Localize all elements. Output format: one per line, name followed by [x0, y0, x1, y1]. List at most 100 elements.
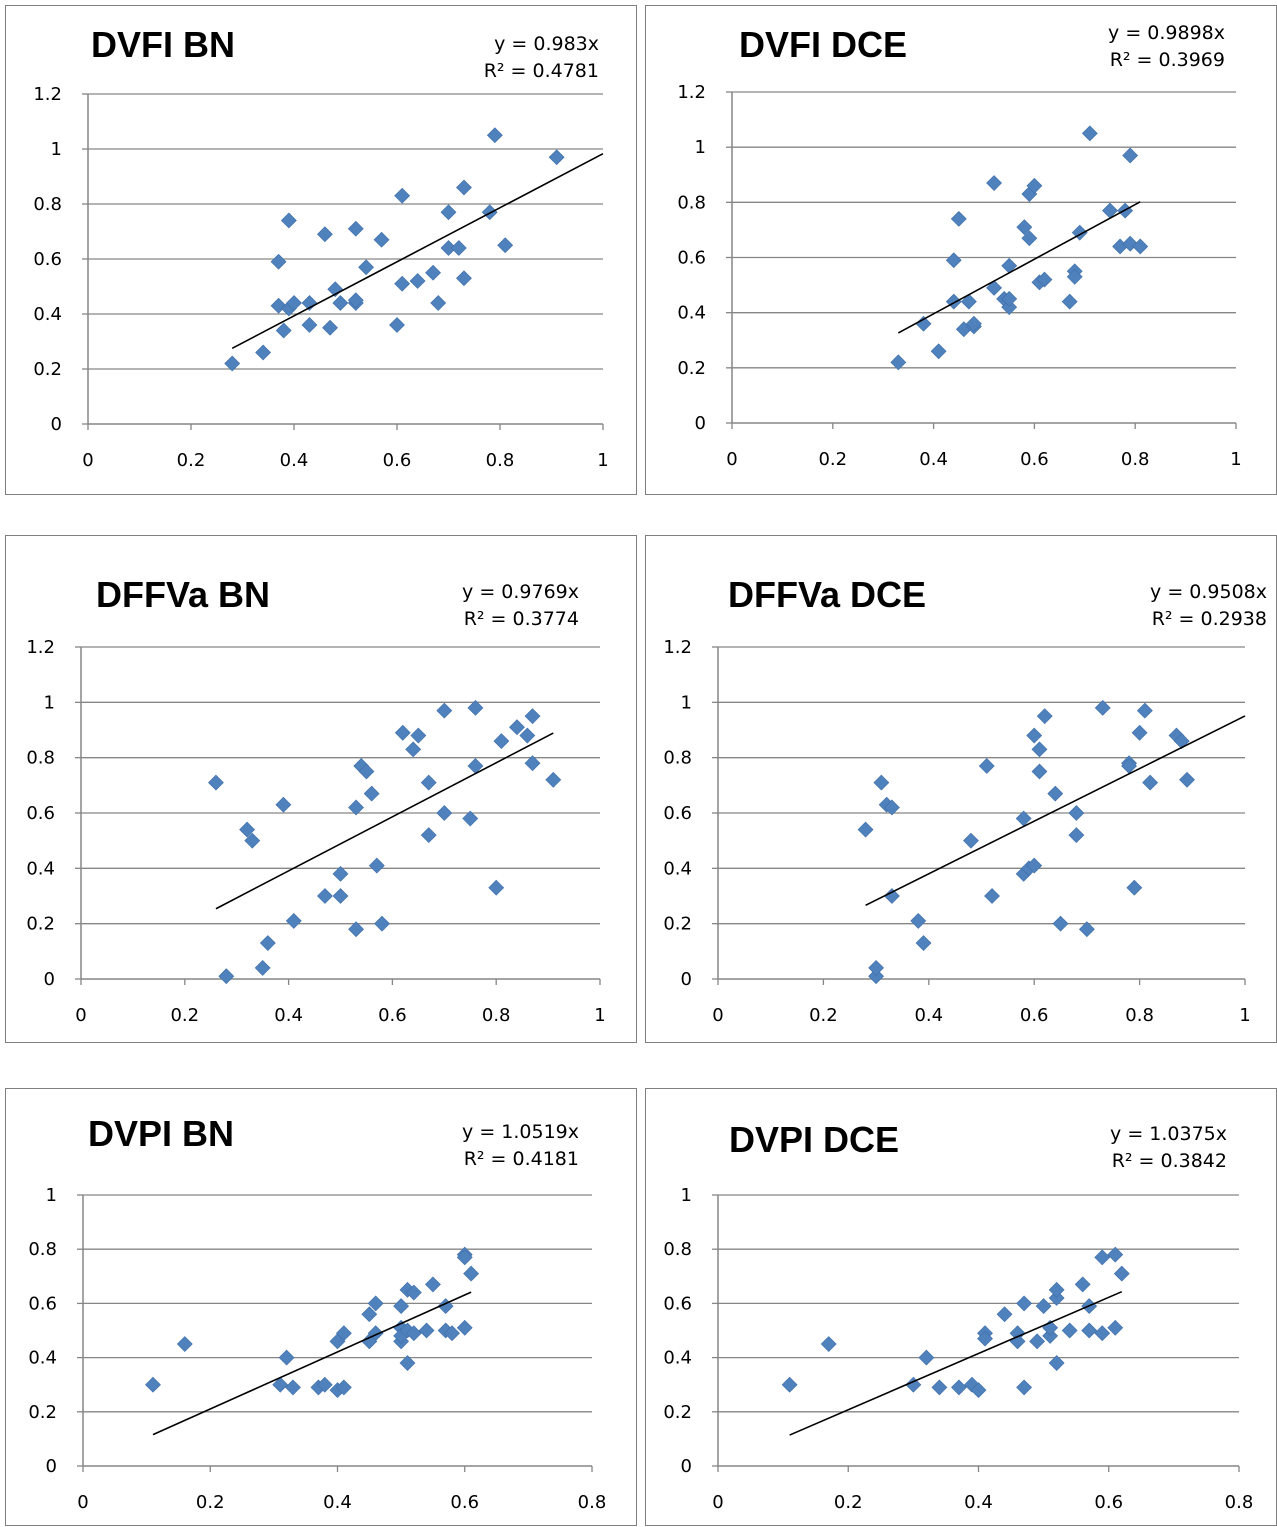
- chart-panel: 0 0.2 0.4 0.6 0.8 1 1.2 0 0.2 0.4 0.6 0.8 1 DVFI DCE y…: [645, 5, 1277, 495]
- data-point: [883, 888, 900, 904]
- data-point: [1107, 1319, 1124, 1336]
- data-point: [951, 1379, 967, 1396]
- data-point: [348, 799, 364, 816]
- y-tick-label: 0.2: [28, 1402, 57, 1423]
- data-point: [930, 343, 947, 360]
- data-point: [389, 317, 405, 333]
- x-tick-label: 1: [1230, 449, 1241, 470]
- data-point: [545, 771, 562, 788]
- y-tick-label: 0: [51, 414, 62, 435]
- data-point: [486, 127, 503, 144]
- x-tick-label: 0: [82, 450, 93, 471]
- data-point: [463, 1265, 480, 1282]
- data-point: [316, 226, 333, 243]
- data-point: [275, 796, 292, 813]
- y-tick-label: 0.6: [33, 249, 62, 270]
- data-point: [285, 1379, 301, 1396]
- data-point: [1042, 1327, 1059, 1344]
- data-point: [1001, 257, 1018, 274]
- data-point: [1081, 125, 1098, 142]
- data-point: [1061, 1322, 1078, 1339]
- data-point: [1029, 1333, 1046, 1350]
- y-tick-label: 0.2: [663, 914, 692, 935]
- y-tick-label: 1.2: [33, 84, 62, 105]
- data-point: [145, 1376, 161, 1393]
- x-tick-label: 0.6: [378, 1005, 407, 1026]
- r-squared-label: R² = 0.3842: [1111, 1150, 1227, 1172]
- y-tick-label: 0.8: [33, 194, 62, 215]
- chart-panel: 0 0.2 0.4 0.6 0.8 1 0 0.2 0.4 0.6 0.8 DVPI BN y = 1.…: [5, 1088, 637, 1526]
- data-point: [218, 968, 235, 985]
- x-tick-label: 0: [77, 1492, 88, 1513]
- x-tick-label: 0.2: [818, 449, 847, 470]
- y-tick-label: 0.8: [28, 1239, 57, 1260]
- data-point: [524, 755, 541, 772]
- data-point: [488, 879, 505, 896]
- x-tick-label: 0.8: [1121, 449, 1150, 470]
- data-point: [1068, 827, 1085, 844]
- trendline: [231, 152, 604, 350]
- data-point: [996, 1306, 1013, 1323]
- equation-label: y = 0.9898x: [1108, 22, 1225, 44]
- x-tick-label: 0.8: [578, 1492, 607, 1513]
- data-point: [1016, 1295, 1033, 1312]
- data-point: [361, 1306, 378, 1323]
- data-point: [1035, 1298, 1052, 1315]
- data-point: [918, 1349, 935, 1366]
- data-point: [456, 1249, 473, 1266]
- y-tick-label: 0.8: [677, 192, 706, 213]
- data-point: [332, 295, 349, 311]
- data-point: [410, 727, 427, 744]
- data-point: [456, 179, 472, 196]
- data-point: [945, 293, 962, 310]
- y-tick-label: 1: [681, 1185, 692, 1206]
- data-point: [394, 187, 411, 204]
- y-tick-label: 0.4: [33, 304, 62, 325]
- data-point: [374, 915, 390, 932]
- data-point: [367, 1295, 384, 1312]
- data-point: [467, 699, 484, 716]
- data-point: [1026, 177, 1043, 194]
- data-point: [1048, 1290, 1065, 1306]
- data-point: [868, 960, 885, 976]
- data-point: [358, 259, 375, 276]
- equation-label: y = 0.9508x: [1150, 581, 1267, 603]
- data-point: [1126, 879, 1143, 896]
- y-tick-label: 1: [46, 1185, 57, 1206]
- y-tick-label: 0: [681, 1456, 692, 1477]
- x-tick-label: 0: [726, 449, 737, 470]
- data-point: [368, 857, 385, 874]
- x-tick-label: 0.6: [450, 1492, 479, 1513]
- data-point: [347, 220, 364, 237]
- data-point: [317, 888, 333, 904]
- y-tick-label: 1: [51, 139, 62, 160]
- data-point: [1031, 741, 1048, 758]
- data-point: [335, 1379, 352, 1396]
- data-point: [905, 1376, 922, 1393]
- data-point: [963, 832, 979, 849]
- data-point: [405, 1325, 422, 1342]
- equation-label: y = 0.9769x: [462, 581, 579, 603]
- data-point: [868, 968, 885, 985]
- data-point: [1036, 271, 1053, 288]
- x-tick-label: 1: [594, 1005, 605, 1026]
- data-point: [259, 935, 276, 951]
- x-tick-label: 0.2: [834, 1492, 863, 1513]
- x-tick-label: 0.8: [482, 1005, 511, 1026]
- data-point: [456, 270, 472, 287]
- r-squared-label: R² = 0.4781: [483, 60, 599, 82]
- data-point: [444, 1325, 460, 1342]
- data-point: [244, 832, 261, 849]
- data-point: [1031, 763, 1048, 780]
- trendline-equation: y = 0.9508x R² = 0.2938: [1150, 579, 1267, 633]
- equation-label: y = 0.983x: [494, 33, 599, 55]
- data-point: [1094, 699, 1111, 716]
- trendline: [865, 715, 1246, 907]
- data-point: [405, 741, 422, 758]
- y-tick-label: 0.4: [663, 1348, 692, 1369]
- chart-title: DVFI DCE: [739, 24, 908, 65]
- data-point: [301, 317, 318, 333]
- data-point: [883, 799, 900, 816]
- x-tick-label: 0.6: [1020, 449, 1049, 470]
- y-tick-label: 0.4: [26, 858, 55, 879]
